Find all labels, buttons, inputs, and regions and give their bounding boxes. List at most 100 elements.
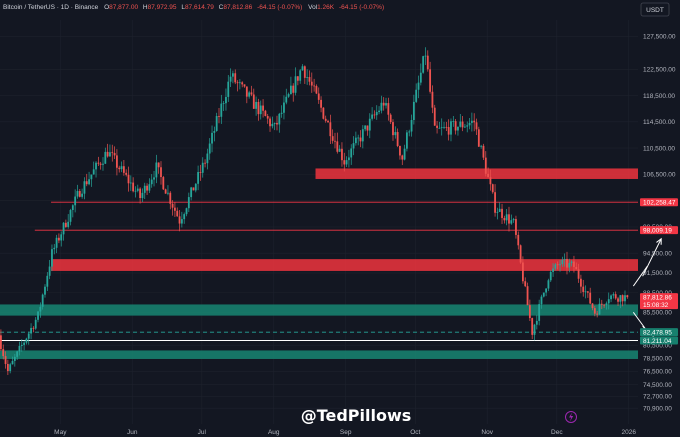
level-tag-bg [640,328,678,337]
currency-badge[interactable]: USDT [640,2,670,17]
candle-body [174,207,176,211]
candle-body [99,163,102,165]
candle-body [524,281,527,287]
candle-body [18,345,21,352]
candle-body [2,349,5,357]
candle-body [501,208,503,218]
candle-body [71,205,74,211]
candle-body [596,313,599,315]
candle-body [387,103,390,115]
candle-body [287,94,290,97]
candle-body [366,125,369,131]
legend: Bitcoin / TetherUS · 1D · Binance O87,87… [3,4,384,11]
candle-body [187,197,190,209]
candle-body [371,114,374,119]
candle-body [614,294,617,299]
candle-body [271,123,274,127]
candle-body [313,85,316,87]
candle-body [292,85,295,93]
candle-body [290,85,292,95]
resistance-zone [315,168,638,179]
lightning-icon[interactable] [565,411,577,423]
candle-body [234,73,237,83]
candle-body [598,303,601,315]
watermark-handle: @TedPillows [301,406,412,425]
candle-body [37,311,39,320]
low-value: 87,614.79 [185,4,214,11]
y-tick-label: 122,500.00 [643,67,676,74]
candle-body [396,132,399,146]
candle-body [436,125,438,128]
candle-body [464,126,466,128]
candle-body [338,148,341,152]
candle-body [327,120,329,123]
candle-body [380,102,383,111]
level-tag-bg [640,198,678,207]
candle-body [480,145,483,147]
candle-body [461,121,464,128]
candle-body [232,73,234,77]
candle-body [236,82,239,84]
candle-body [250,92,253,95]
candle-body [612,294,615,296]
open-label: O [104,4,109,11]
candle-body [204,162,206,164]
candle-body [334,140,336,142]
candle-body [459,121,462,127]
candle-body [345,160,348,165]
candle-body [301,66,304,71]
vol-label: Vol [308,4,318,11]
candle-body [498,208,501,212]
candle-body [589,292,592,304]
candle-body [122,166,125,173]
y-tick-label: 72,700.00 [643,394,672,401]
candle-body [90,174,93,180]
candle-body [535,320,538,325]
change-value: -64.15 (-0.07%) [257,4,302,11]
candle-body [211,132,213,144]
candle-body [81,193,84,197]
candle-body [83,181,86,194]
candle-body [13,356,16,361]
candle-body [259,105,262,115]
x-tick-label: 2026 [621,429,636,436]
candle-body [626,295,629,298]
candle-body [180,219,183,224]
candle-body [25,338,28,343]
candle-body [150,179,153,185]
support-zone [0,350,638,359]
candle-body [422,56,425,73]
candle-body [243,84,246,87]
candle-body [331,136,334,141]
y-tick-label: 74,500.00 [643,382,672,389]
candle-body [55,237,58,248]
candle-body [120,166,123,170]
candle-body [540,296,543,305]
candle-body [111,152,114,154]
candle-body [315,85,318,94]
candle-body [610,295,612,300]
candle-body [489,177,492,185]
candle-body [568,262,571,268]
candle-body [410,120,413,132]
candle-body [148,184,151,191]
candle-body [556,264,559,266]
support-zone [0,304,638,316]
candle-body [591,303,594,309]
candle-body [341,148,343,161]
candle-body [454,121,457,131]
candle-body [238,82,241,84]
candle-body [273,122,276,124]
candle-body [299,70,302,81]
candle-body [129,182,132,184]
candle-body [255,101,258,109]
currency-badge-label: USDT [646,7,664,14]
candle-body [41,294,44,307]
y-tick-label: 78,500.00 [643,356,672,363]
candle-body [199,172,202,173]
candle-body [155,162,158,178]
candle-body [48,266,51,276]
candle-body [406,132,408,149]
